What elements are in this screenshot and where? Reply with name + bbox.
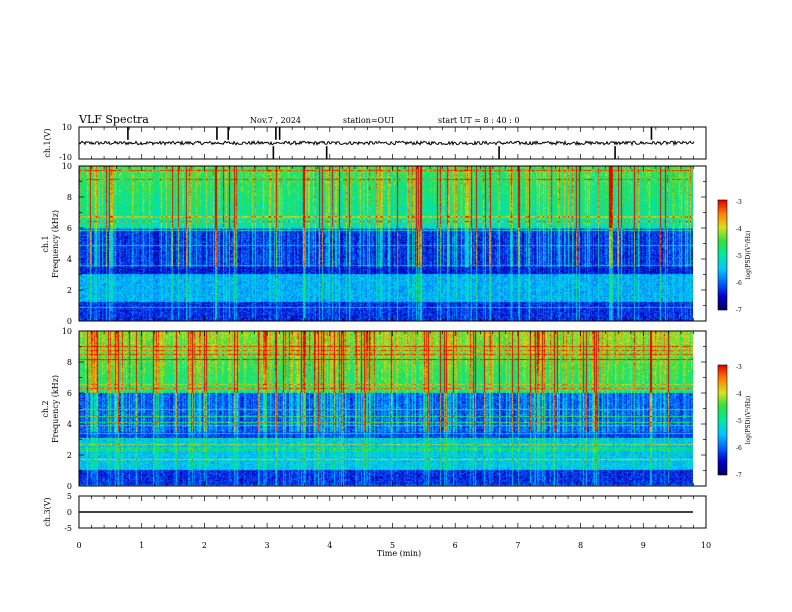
ch1-ytick-bottom: -10	[59, 153, 72, 162]
ch1-freq-tick-6: 6	[67, 224, 72, 233]
ch2-spectrogram-panel: 0 2 4 6 8 10 ch.2Frequency (kHz)	[41, 327, 707, 491]
ch1-cb-tick-7: -7	[736, 307, 742, 314]
ch1-cb-tick-6: -6	[736, 280, 742, 287]
x-tick-label-4: 4	[327, 541, 332, 550]
ch1-colorbar-gradient	[718, 200, 727, 310]
ch3-waveform-ticks	[78, 496, 707, 528]
x-tick-label-6: 6	[453, 541, 458, 550]
ch2-colorbar-frame	[717, 364, 728, 476]
ch1-waveform-panel: 10 -10 ch.1(V)	[43, 123, 707, 162]
ch1-spectrogram-image	[79, 166, 693, 321]
x-tick-label-10: 10	[701, 541, 711, 550]
ch2-cb-tick-7: -7	[736, 472, 742, 479]
ch2-colorbar: -3 -4 -5 -6 -7 log(PSD)(V²/Hz)	[717, 364, 752, 479]
ch2-freq-tick-6: 6	[67, 389, 72, 398]
ch2-freq-tick-0: 0	[67, 482, 72, 491]
ch1-waveform-ylabel: ch.1(V)	[43, 128, 52, 157]
x-tick-label-9: 9	[641, 541, 646, 550]
ch1-cb-tick-3: -3	[736, 199, 742, 206]
ch1-ytick-top: 10	[62, 123, 72, 132]
ch1-freq-tick-8: 8	[67, 193, 72, 202]
ch3-waveform-ylabel: ch.3(V)	[43, 497, 52, 526]
x-tick-label-2: 2	[202, 541, 207, 550]
start-ut-label: start UT = 8 : 40 : 0	[438, 116, 519, 125]
ch2-cb-tick-6: -6	[736, 445, 742, 452]
ch2-spectrogram-ylabel: ch.2Frequency (kHz)	[41, 375, 60, 443]
ch2-freq-tick-10: 10	[62, 327, 72, 336]
ch1-freq-tick-10: 10	[62, 162, 72, 171]
ch2-cb-tick-4: -4	[736, 391, 742, 398]
ch1-spectrogram-panel: 0 2 4 6 8 10 ch.1Frequency (kHz)	[41, 162, 707, 326]
x-tick-label-0: 0	[76, 541, 81, 550]
ch2-freq-tick-2: 2	[67, 451, 72, 460]
ch1-waveform-trace	[78, 139, 695, 147]
x-axis-label: Time (min)	[377, 549, 421, 558]
ch2-cb-tick-3: -3	[736, 364, 742, 371]
x-tick-label-7: 7	[515, 541, 520, 550]
ch2-spectrogram-ticks	[78, 330, 707, 487]
x-axis-tick-labels: 0 1 2 3 4 5 6 7 8 9 10	[76, 541, 711, 550]
ch1-freq-tick-2: 2	[67, 286, 72, 295]
ch2-freq-tick-4: 4	[67, 420, 72, 429]
ch3-ytick-minus5: -5	[64, 524, 72, 533]
station-label: station=OUI	[343, 116, 394, 125]
x-tick-label-5: 5	[390, 541, 395, 550]
ch2-spectrogram-image	[79, 331, 693, 486]
ch2-cb-tick-5: -5	[736, 418, 742, 425]
ch1-waveform-ticks	[78, 127, 707, 159]
figure-title: VLF Spectra	[78, 113, 149, 126]
x-tick-label-8: 8	[578, 541, 583, 550]
ch1-spectrogram-ylabel: ch.1Frequency (kHz)	[41, 210, 60, 278]
ch2-colorbar-gradient	[718, 365, 727, 475]
ch3-ytick-0: 0	[67, 508, 72, 517]
ch3-ytick-5: 5	[67, 492, 72, 501]
ch1-cb-tick-4: -4	[736, 226, 742, 233]
ch2-freq-tick-8: 8	[67, 358, 72, 367]
ch1-cb-tick-5: -5	[736, 253, 742, 260]
x-tick-label-1: 1	[139, 541, 144, 550]
ch1-freq-tick-0: 0	[67, 317, 72, 326]
date-label: Nov.7 , 2024	[250, 116, 301, 125]
x-tick-label-3: 3	[265, 541, 270, 550]
ch3-waveform-panel: 5 0 -5 ch.3(V)	[43, 492, 707, 533]
ch1-colorbar: -3 -4 -5 -6 -7 log(PSD)(V²/Hz)	[717, 199, 752, 314]
ch2-colorbar-label: log(PSD)(V²/Hz)	[745, 396, 752, 445]
ch1-colorbar-frame	[717, 199, 728, 311]
ch1-freq-tick-4: 4	[67, 255, 72, 264]
ch1-colorbar-label: log(PSD)(V²/Hz)	[745, 231, 752, 280]
ch1-spectrogram-ticks	[78, 165, 707, 322]
